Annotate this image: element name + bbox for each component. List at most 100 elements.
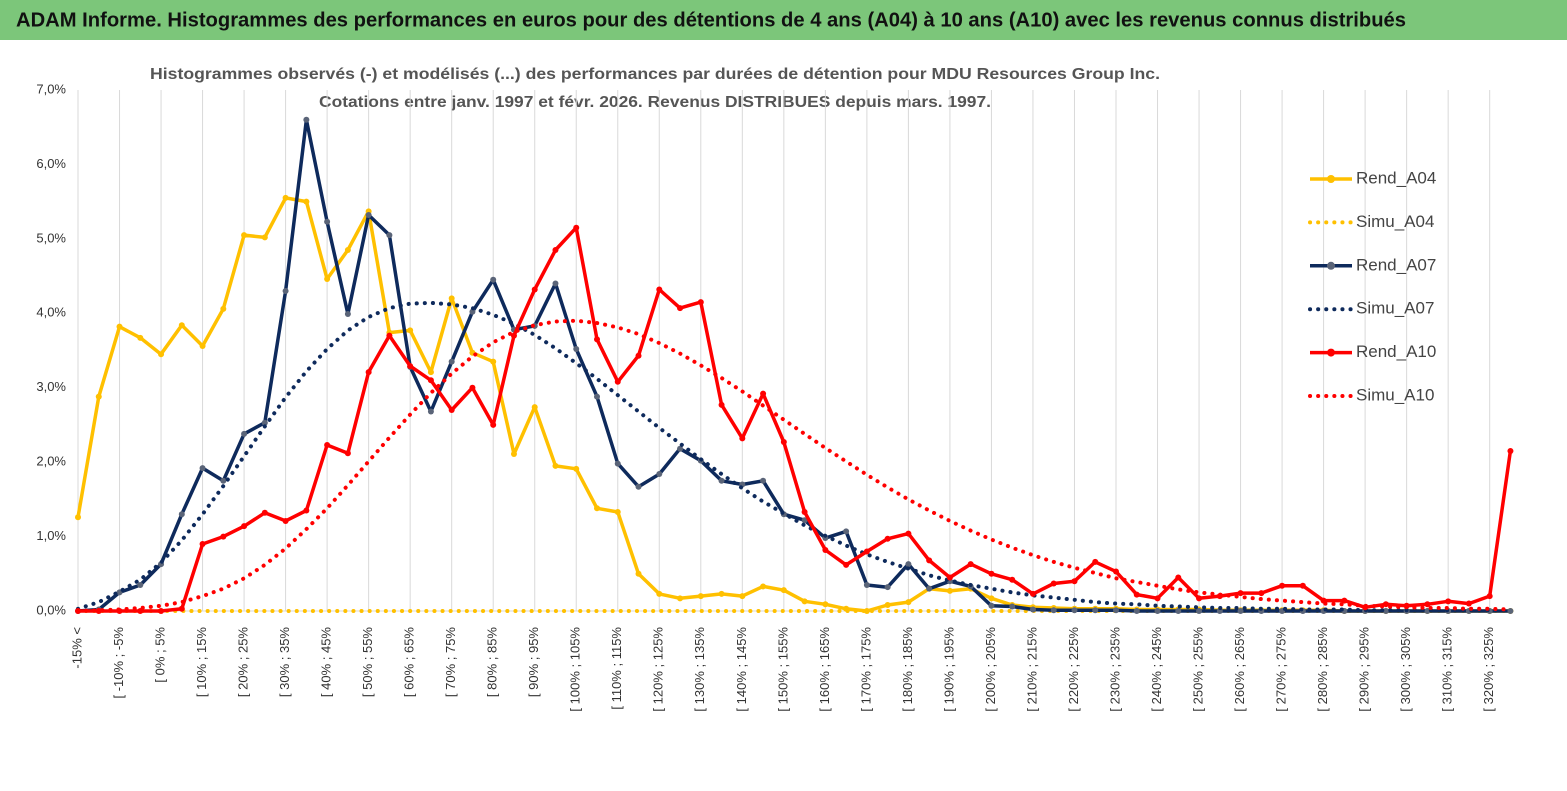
y-tick-label: 4,0% — [36, 305, 66, 320]
series-marker — [510, 450, 517, 457]
header-bar — [0, 0, 1567, 40]
series-marker — [178, 605, 185, 612]
series-marker — [988, 602, 995, 609]
series-marker — [1175, 574, 1182, 581]
series-marker — [1092, 558, 1099, 565]
x-tick-label: [ 30% ; 35% — [277, 627, 292, 698]
x-tick-label: [ 90% ; 95% — [526, 627, 541, 698]
series-marker — [656, 590, 663, 597]
series-marker — [75, 514, 81, 521]
x-tick-label: [ 290% ; 295% — [1357, 627, 1372, 712]
series-marker — [697, 299, 704, 306]
series-marker — [407, 363, 414, 370]
series-marker — [427, 377, 434, 384]
series-marker — [1445, 598, 1452, 605]
series-marker — [241, 232, 248, 239]
series-line — [78, 225, 1513, 613]
x-tick-label: [ 180% ; 185% — [900, 627, 915, 712]
series-marker — [656, 286, 663, 293]
series-marker — [677, 595, 684, 602]
series-marker — [614, 378, 621, 385]
series-marker — [1424, 608, 1431, 614]
series-marker — [739, 593, 746, 600]
legend-label: Simu_A10 — [1356, 385, 1434, 404]
legend-marker — [1327, 348, 1335, 357]
header-title: ADAM Informe. Histogrammes des performan… — [16, 9, 1406, 31]
x-tick-label: [ 320% ; 325% — [1481, 627, 1496, 712]
y-tick-label: 3,0% — [36, 379, 66, 394]
series-marker — [760, 390, 767, 397]
series-marker — [365, 369, 372, 376]
series-marker — [822, 546, 829, 553]
x-tick-label: [ 220% ; 225% — [1066, 627, 1081, 712]
series-marker — [552, 247, 559, 254]
series-marker — [220, 477, 227, 484]
series-marker — [427, 369, 434, 376]
series-marker — [303, 507, 310, 514]
series-marker — [614, 509, 621, 516]
series-marker — [199, 343, 206, 350]
x-tick-label: [ 230% ; 235% — [1107, 627, 1122, 712]
series-marker — [178, 322, 185, 329]
x-tick-label: [ 70% ; 75% — [443, 627, 458, 698]
series-marker — [988, 570, 995, 577]
series-marker — [884, 584, 891, 591]
series-marker — [1382, 601, 1389, 608]
x-tick-label: [ 120% ; 125% — [651, 627, 666, 712]
series-marker — [843, 561, 850, 568]
x-tick-label: [ 40% ; 45% — [319, 627, 334, 698]
series-marker — [386, 232, 393, 239]
series-marker — [1196, 608, 1203, 614]
x-tick-label: [ 130% ; 135% — [692, 627, 707, 712]
y-tick-label: 2,0% — [36, 454, 66, 469]
legend-label: Simu_A07 — [1356, 299, 1434, 318]
series-marker — [1486, 593, 1493, 600]
series-marker — [282, 287, 289, 294]
x-tick-label: [ 250% ; 255% — [1190, 627, 1205, 712]
series-marker — [1133, 591, 1140, 598]
x-tick-label: [ 110% ; 115% — [609, 627, 624, 710]
x-tick-label: [ 150% ; 155% — [775, 627, 790, 712]
series-marker — [905, 599, 912, 606]
series-marker — [718, 590, 725, 597]
chart-subtitle: Cotations entre janv. 1997 et févr. 2026… — [319, 94, 991, 111]
series-marker — [282, 194, 289, 201]
y-tick-label: 0,0% — [36, 602, 66, 617]
x-tick-label: [ -10% ; -5% — [111, 627, 126, 699]
series-marker — [760, 583, 767, 590]
series-marker — [718, 401, 725, 408]
series-marker — [677, 445, 684, 452]
series-marker — [178, 511, 185, 518]
series-marker — [1154, 608, 1161, 614]
series-marker — [594, 393, 600, 400]
x-tick-label: [ 20% ; 25% — [236, 627, 251, 698]
series-marker — [137, 581, 144, 588]
series-marker — [116, 323, 123, 330]
x-tick-label: -15% < — [69, 627, 84, 669]
legend-marker — [1327, 175, 1335, 183]
x-tick-label: [ 240% ; 245% — [1149, 627, 1164, 712]
series-marker — [531, 286, 538, 293]
series-marker — [386, 332, 393, 339]
series-marker — [697, 593, 704, 600]
series-marker — [1050, 607, 1057, 614]
series-marker — [594, 336, 600, 343]
series-marker — [635, 352, 642, 359]
series-marker — [635, 570, 642, 577]
series-marker — [1113, 568, 1119, 575]
series-marker — [1299, 582, 1306, 589]
series-marker — [199, 465, 206, 472]
series-marker — [1092, 607, 1099, 614]
series-marker — [1071, 578, 1078, 585]
x-tick-label: [ 210% ; 215% — [1024, 627, 1039, 712]
series-marker — [552, 280, 559, 287]
series-marker — [1050, 580, 1057, 587]
series-marker — [261, 419, 268, 426]
series-marker — [510, 332, 517, 339]
x-tick-label: [ 80% ; 85% — [485, 627, 500, 698]
series-marker — [199, 541, 206, 548]
series-marker — [905, 561, 912, 568]
series-marker — [801, 509, 808, 516]
series-marker — [365, 212, 372, 219]
series-marker — [1279, 582, 1286, 589]
